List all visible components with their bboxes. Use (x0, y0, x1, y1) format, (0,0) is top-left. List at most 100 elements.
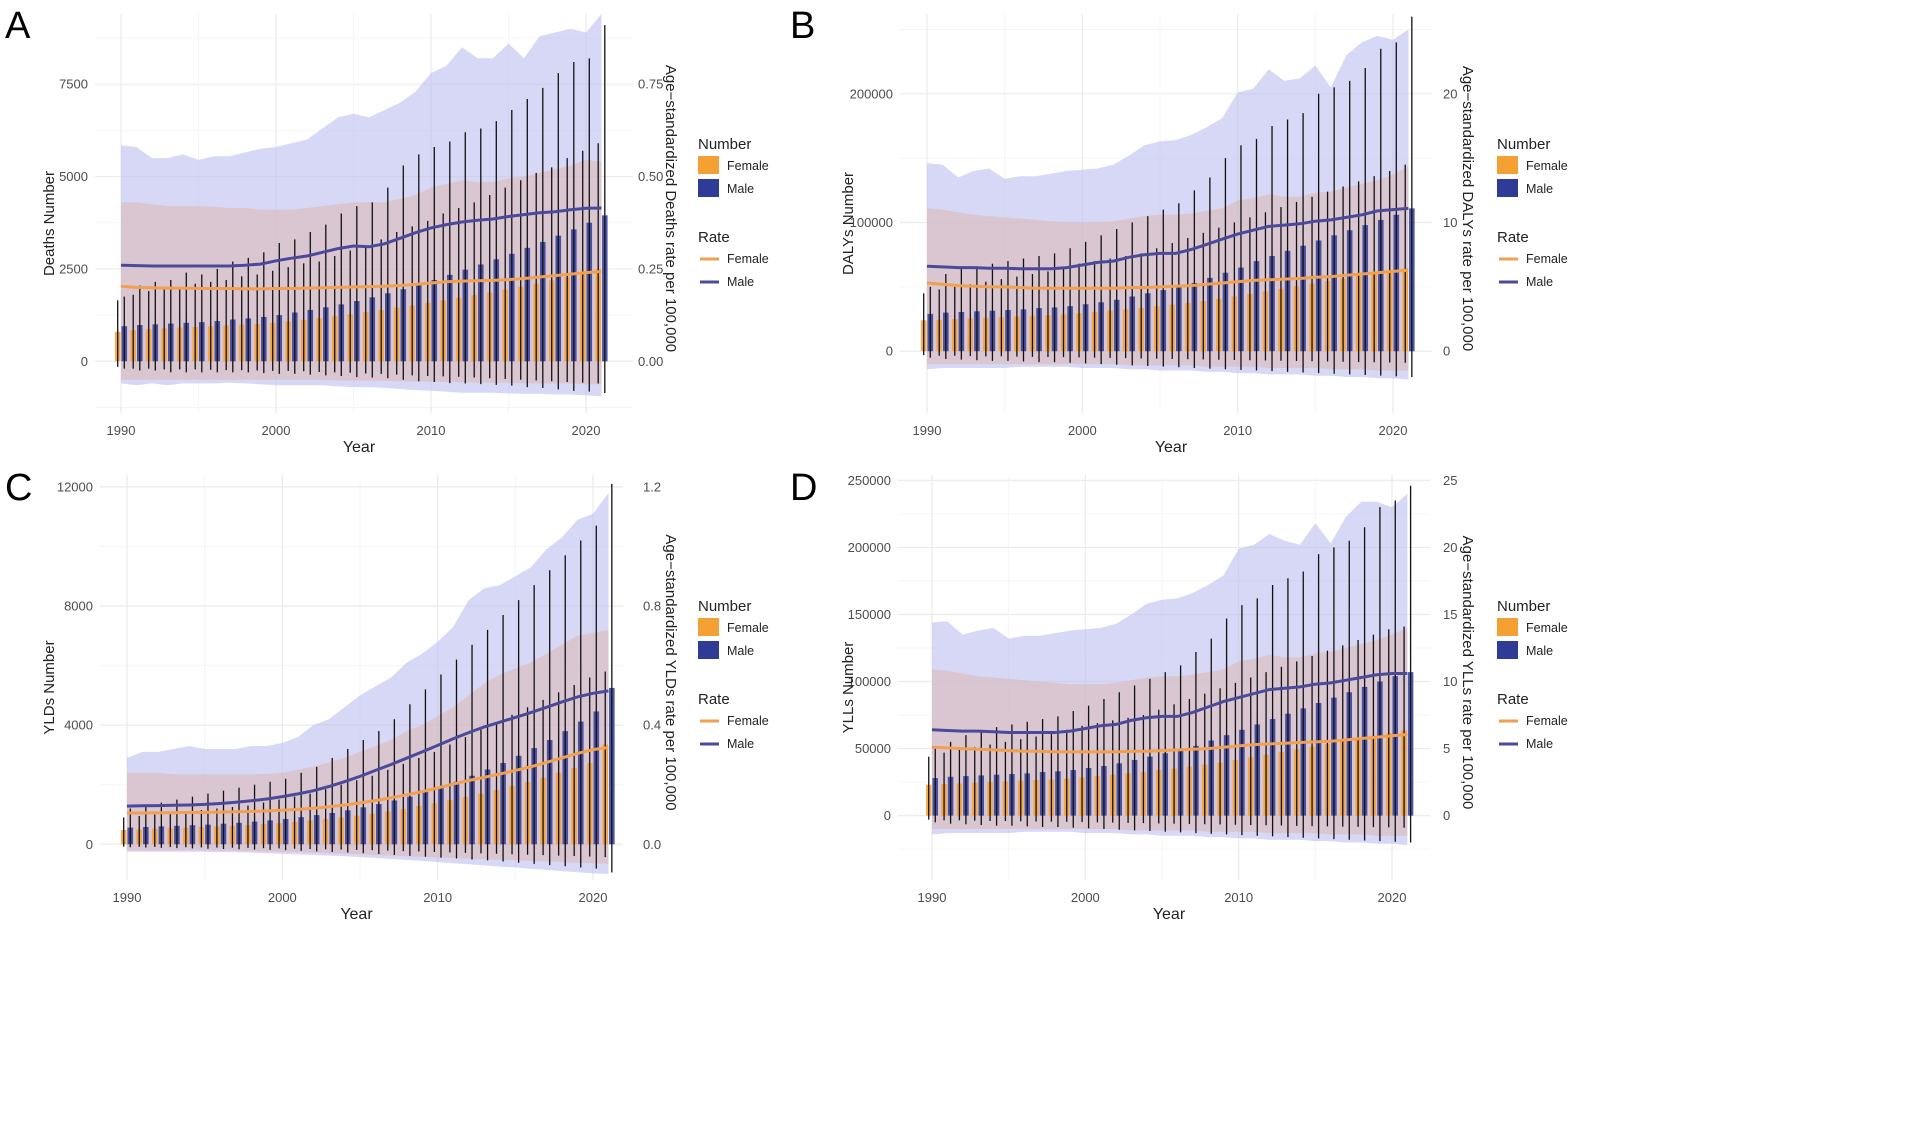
legend-number-title: Number (1497, 136, 1550, 153)
legend: Number Female Male Rate Female Male (698, 136, 769, 289)
female-rate-line (127, 746, 609, 815)
y-tick-label: 2500 (59, 261, 88, 276)
x-axis-title: Year (1153, 906, 1186, 923)
x-tick-label: 1990 (107, 423, 136, 438)
x-tick-label: 1990 (913, 423, 942, 438)
y2-axis-title: Age−standardized YLDs rate per 100,000 (662, 534, 679, 810)
x-tick-label: 2010 (1223, 423, 1252, 438)
x-axis-title: Year (340, 906, 373, 923)
male-rate-line (120, 206, 602, 268)
legend-male-swatch (698, 641, 719, 659)
x-tick-label: 2000 (1068, 423, 1097, 438)
y2-tick-label: 0.00 (638, 354, 663, 369)
panel-label-c: C (5, 467, 32, 509)
x-tick-label: 2000 (262, 423, 291, 438)
y2-tick-label: 0.75 (638, 77, 663, 92)
x-tick-label: 2020 (579, 890, 608, 905)
legend-rate-title: Rate (698, 691, 730, 708)
female-rate-line (926, 268, 1409, 290)
panel-label-d: D (790, 467, 817, 509)
legend-male-rate-label: Male (727, 737, 754, 751)
male-rate-line (926, 206, 1409, 271)
female-rate-line (120, 270, 602, 291)
legend-female-swatch (1497, 618, 1518, 636)
y2-tick-label: 1.2 (643, 479, 661, 494)
legend: Number Female Male Rate Female Male (1497, 598, 1568, 751)
y-tick-label: 250000 (848, 473, 891, 488)
y2-axis-title: Age−standardized DALYs rate per 100,000 (1459, 66, 1476, 351)
legend-male-label: Male (727, 644, 754, 658)
y2-tick-label: 20 (1443, 540, 1457, 555)
y-tick-label: 50000 (855, 741, 891, 756)
x-tick-label: 2020 (1379, 423, 1408, 438)
male-rate-line (931, 672, 1408, 734)
panel-c: 0 4000 8000 12000 0.0 0.4 0.8 1.2 1990 2000 2010 20… (5, 467, 769, 923)
y-tick-label: 150000 (848, 607, 891, 622)
female-rate-line (931, 733, 1408, 754)
legend-female-rate-label: Female (727, 714, 769, 728)
legend-female-label: Female (727, 159, 769, 173)
legend-male-swatch (1497, 641, 1518, 659)
legend: Number Female Male Rate Female Male (698, 598, 769, 751)
panel-b: 0 100000 200000 0 10 20 1990 2000 2010 2020 Year DA… (790, 5, 1568, 456)
panel-a: 0 2500 5000 7500 0.00 0.25 0.50 0.75 1990 2000 201… (5, 5, 769, 456)
y2-axis-title: Age−standardized Deaths rate per 100,000 (662, 65, 679, 352)
y2-axis-title: Age−standardized YLLs rate per 100,000 (1459, 536, 1476, 810)
y2-tick-label: 10 (1443, 215, 1457, 230)
y2-tick-label: 15 (1443, 607, 1457, 622)
y2-tick-label: 10 (1443, 674, 1457, 689)
y-tick-label: 0 (884, 808, 891, 823)
panel-label-b: B (790, 5, 815, 47)
legend-male-rate-label: Male (1526, 275, 1553, 289)
legend-female-rate-label: Female (727, 252, 769, 266)
legend-number-title: Number (698, 136, 751, 153)
legend-female-label: Female (727, 621, 769, 635)
y-tick-label: 7500 (59, 77, 88, 92)
y-tick-label: 5000 (59, 169, 88, 184)
bars (120, 483, 615, 873)
legend-female-label: Female (1526, 621, 1568, 635)
x-tick-label: 1990 (113, 890, 142, 905)
panel-d: 0 50000 100000 150000 200000 250000 0 5 10 15 20 25… (790, 467, 1568, 923)
legend-number-title: Number (1497, 598, 1550, 615)
y-tick-label: 200000 (850, 86, 893, 101)
y2-tick-label: 0.25 (638, 261, 663, 276)
x-tick-label: 2000 (268, 890, 297, 905)
legend-female-label: Female (1526, 159, 1568, 173)
y-tick-label: 4000 (64, 718, 93, 733)
y-axis-title: DALYs Number (840, 172, 857, 275)
y2-tick-label: 0.4 (643, 718, 661, 733)
x-tick-label: 2000 (1071, 890, 1100, 905)
legend-male-swatch (1497, 179, 1518, 197)
bars (920, 16, 1415, 377)
bars (925, 485, 1414, 843)
panel-label-a: A (5, 5, 31, 47)
legend-male-rate-label: Male (1526, 737, 1553, 751)
legend-male-label: Male (1526, 644, 1553, 658)
x-tick-label: 2020 (1378, 890, 1407, 905)
x-tick-label: 2010 (423, 890, 452, 905)
y-axis-title: Deaths Number (41, 171, 58, 276)
y-tick-label: 8000 (64, 599, 93, 614)
x-tick-label: 2010 (417, 423, 446, 438)
legend-female-rate-label: Female (1526, 252, 1568, 266)
legend-male-label: Male (727, 182, 754, 196)
x-tick-label: 2010 (1224, 890, 1253, 905)
y2-tick-label: 0.0 (643, 837, 661, 852)
y2-tick-label: 5 (1443, 741, 1450, 756)
bars (114, 25, 608, 394)
y2-tick-label: 0 (1443, 344, 1450, 359)
legend-male-swatch (698, 179, 719, 197)
y-tick-label: 12000 (57, 479, 93, 494)
x-tick-label: 2020 (572, 423, 601, 438)
legend-female-swatch (698, 156, 719, 174)
y2-tick-label: 0 (1443, 808, 1450, 823)
y-tick-label: 100000 (848, 674, 891, 689)
y2-tick-label: 25 (1443, 473, 1457, 488)
y2-tick-label: 0.50 (638, 169, 663, 184)
legend-female-swatch (698, 618, 719, 636)
x-tick-label: 1990 (918, 890, 947, 905)
legend-number-title: Number (698, 598, 751, 615)
